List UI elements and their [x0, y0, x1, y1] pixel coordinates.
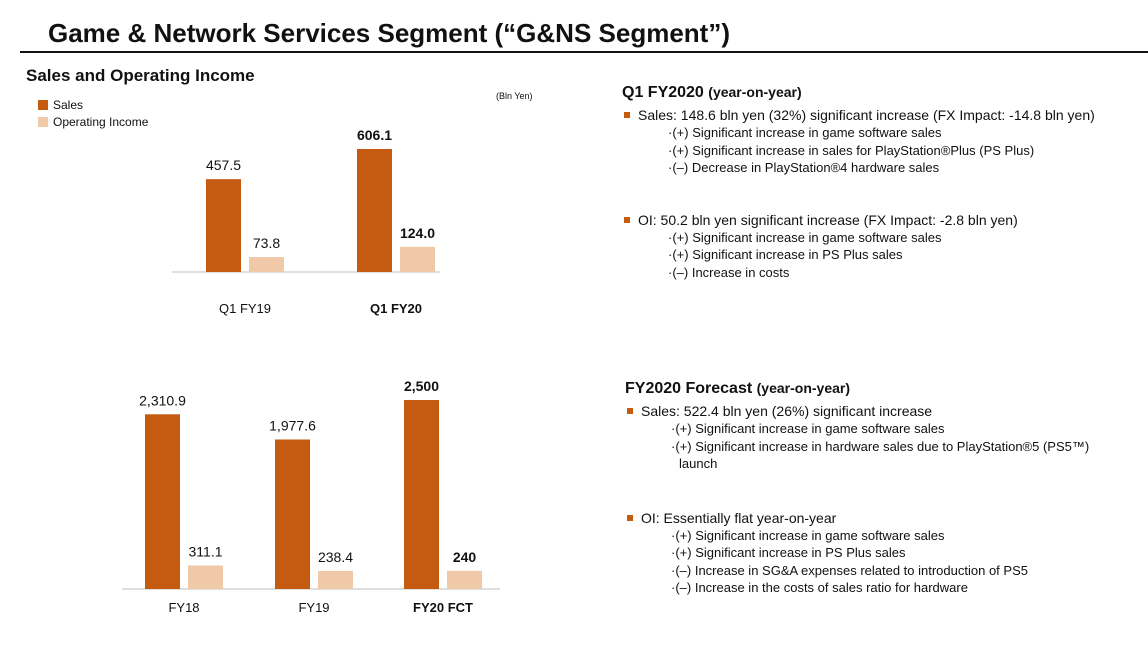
fy-heading: FY2020 Forecast (year-on-year) — [625, 380, 1145, 398]
fy-oi-detail: ·(–) Increase in the costs of sales rati… — [671, 580, 968, 595]
fy-heading-text: FY2020 Forecast — [625, 380, 753, 397]
bar-operating-income — [249, 257, 284, 272]
unit-label: (Bln Yen) — [496, 91, 533, 101]
legend-swatch-operating-income — [38, 116, 48, 127]
chart-section-title: Sales and Operating Income — [26, 66, 255, 85]
q1-sales-detail: ·(–) Decrease in PlayStation®4 hardware … — [668, 160, 940, 175]
category-label: FY18 — [168, 600, 199, 615]
bar-value-label: 238.4 — [318, 549, 353, 565]
bar-operating-income — [188, 565, 223, 589]
bar-value-label: 1,977.6 — [269, 417, 316, 433]
fy-commentary-panel: FY2020 Forecast (year-on-year) Sales: 52… — [625, 380, 1145, 597]
bar-sales — [357, 149, 392, 272]
category-label: Q1 FY19 — [219, 301, 271, 316]
q1-sales-bullet: Sales: 148.6 bln yen (32%) significant i… — [624, 106, 1142, 124]
bar-sales — [404, 400, 439, 589]
q1-commentary-panel: Q1 FY2020 (year-on-year) Sales: 148.6 bl… — [622, 84, 1142, 281]
q1-oi-text: OI: 50.2 bln yen significant increase (F… — [638, 211, 1018, 228]
category-label: FY19 — [298, 600, 329, 615]
q1-sales-detail: ·(+) Significant increase in game softwa… — [668, 125, 942, 140]
bullet-square-icon — [624, 216, 630, 223]
bar-operating-income — [318, 570, 353, 589]
q1-sales-detail: ·(+) Significant increase in sales for P… — [668, 142, 1035, 158]
q1-oi-detail: ·(+) Significant increase in game softwa… — [668, 229, 942, 245]
bullet-square-icon — [627, 514, 633, 521]
bar-operating-income — [400, 246, 435, 272]
bar-charts: 457.5 73.8 Q1 FY19 606.1 124.0 Q1 FY20 2,310.9… — [122, 127, 500, 615]
q1-oi-detail: ·(+) Significant increase in PS Plus sal… — [668, 247, 903, 262]
bar-value-label: 240 — [453, 549, 477, 565]
legend-item-sales: Sales — [38, 96, 148, 113]
bar-value-label: 606.1 — [357, 127, 392, 143]
fy-heading-sub: (year-on-year) — [756, 380, 851, 396]
category-label: FY20 FCT — [413, 600, 473, 615]
bar-value-label: 2,500 — [404, 378, 439, 394]
fy-oi-bullet: OI: Essentially flat year-on-year — [627, 509, 1145, 527]
legend-item-operating-income: Operating Income — [38, 113, 148, 130]
bar-value-label: 2,310.9 — [139, 392, 186, 408]
q1-heading-sub: (year-on-year) — [708, 84, 802, 100]
chart-legend: Sales Operating Income — [38, 96, 148, 130]
q1-oi-bullet: OI: 50.2 bln yen significant increase (F… — [624, 211, 1142, 229]
fy-sales-detail: ·(+) Significant increase in hardware sa… — [671, 438, 1090, 472]
q1-oi-detail: ·(–) Increase in costs — [668, 264, 790, 280]
fy-sales-bullet: Sales: 522.4 bln yen (26%) significant i… — [627, 402, 1145, 420]
legend-label-operating-income: Operating Income — [53, 114, 149, 129]
bar-value-label: 124.0 — [400, 225, 435, 241]
bar-value-label: 311.1 — [189, 543, 223, 559]
bullet-square-icon — [627, 408, 633, 414]
title-divider — [20, 51, 1148, 53]
page-title: Game & Network Services Segment (“G&NS S… — [48, 18, 730, 48]
legend-swatch-sales — [38, 99, 48, 110]
q1-heading: Q1 FY2020 (year-on-year) — [622, 84, 1142, 102]
fy-oi-text: OI: Essentially flat year-on-year — [641, 509, 837, 526]
bar-operating-income — [447, 570, 482, 589]
bar-sales — [206, 179, 241, 272]
category-label: Q1 FY20 — [370, 301, 422, 316]
bullet-square-icon — [624, 112, 630, 118]
bar-value-label: 73.8 — [253, 235, 280, 251]
bar-sales — [275, 439, 310, 589]
q1-heading-text: Q1 FY2020 — [622, 84, 704, 101]
fy-sales-detail: ·(+) Significant increase in game softwa… — [671, 421, 945, 436]
bar-sales — [145, 414, 180, 589]
fy-sales-text: Sales: 522.4 bln yen (26%) significant i… — [641, 403, 933, 419]
fy-oi-detail: ·(+) Significant increase in game softwa… — [671, 527, 945, 543]
fy-oi-detail: ·(–) Increase in SG&A expenses related t… — [671, 562, 1028, 578]
bar-value-label: 457.5 — [206, 157, 241, 173]
fy-oi-detail: ·(+) Significant increase in PS Plus sal… — [671, 545, 906, 560]
legend-label-sales: Sales — [53, 97, 84, 112]
q1-sales-text: Sales: 148.6 bln yen (32%) significant i… — [638, 107, 1095, 123]
